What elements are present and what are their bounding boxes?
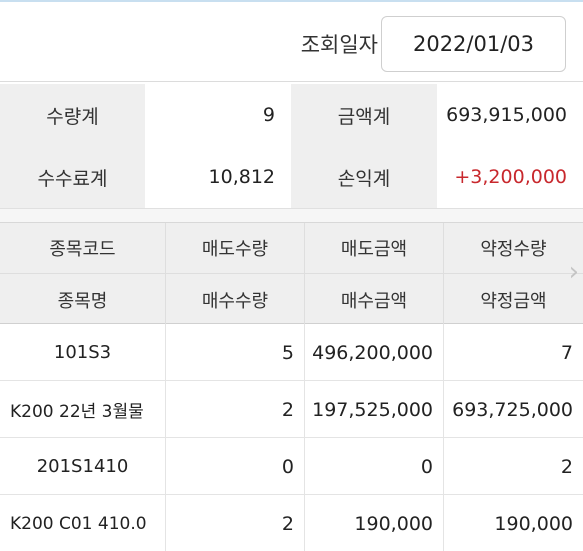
table-row[interactable]: K200 C01 410.0 2 190,000 190,000 [0, 495, 583, 551]
cell-name: K200 C01 410.0 [0, 495, 166, 551]
amount-total-value: 693,915,000 [437, 84, 583, 146]
qty-total-label: 수량계 [0, 84, 145, 146]
summary-row: 수수료계 10,812 손익계 +3,200,000 [0, 146, 583, 208]
summary-row: 수량계 9 금액계 693,915,000 [0, 84, 583, 146]
cell-qty: 5 [166, 324, 305, 381]
date-query-bar: 조회일자 2022/01/03 [0, 0, 583, 82]
fee-total-label: 수수료계 [0, 146, 145, 208]
amount-total-label: 금액계 [291, 84, 437, 146]
table-header: 종목코드 매도수량 매도금액 약정수량 종목명 매수수량 매수금액 약정금액 › [0, 222, 583, 325]
table-row[interactable]: 201S1410 0 0 2 [0, 438, 583, 495]
header-stock-name: 종목명 [0, 274, 166, 325]
chevron-right-icon[interactable]: › [568, 257, 579, 287]
cell-contract: 190,000 [494, 512, 573, 535]
cell-name: K200 22년 3월물 [0, 381, 166, 438]
cell-contract: 2 [560, 455, 573, 478]
date-picker-input[interactable]: 2022/01/03 [381, 16, 566, 72]
cell-qty: 2 [166, 381, 305, 438]
date-label: 조회일자 [300, 33, 378, 57]
header-sell-qty: 매도수량 [166, 223, 305, 274]
cell-amount: 496,200,000 [305, 324, 444, 381]
header-contract-amount: 약정금액 [480, 290, 547, 312]
cell-amount: 190,000 [305, 495, 444, 551]
section-divider [0, 208, 583, 222]
pnl-total-label: 손익계 [291, 146, 437, 208]
cell-qty: 2 [166, 495, 305, 551]
header-stock-code: 종목코드 [0, 223, 166, 274]
table-row[interactable]: K200 22년 3월물 2 197,525,000 693,725,000 [0, 381, 583, 438]
qty-total-value: 9 [145, 84, 291, 146]
cell-qty: 0 [166, 438, 305, 495]
pnl-total-value: +3,200,000 [437, 146, 583, 208]
cell-contract: 693,725,000 [452, 398, 573, 421]
header-sell-amount: 매도금액 [305, 223, 444, 274]
cell-contract: 7 [560, 341, 573, 364]
cell-name: 101S3 [0, 324, 166, 381]
cell-name: 201S1410 [0, 438, 166, 495]
header-buy-qty: 매수수량 [166, 274, 305, 325]
cell-amount: 0 [305, 438, 444, 495]
header-contract-qty: 약정수량 [444, 223, 583, 274]
header-buy-amount: 매수금액 [305, 274, 444, 325]
table-row[interactable]: 101S3 5 496,200,000 7 [0, 324, 583, 381]
fee-total-value: 10,812 [145, 146, 291, 208]
cell-amount: 197,525,000 [305, 381, 444, 438]
